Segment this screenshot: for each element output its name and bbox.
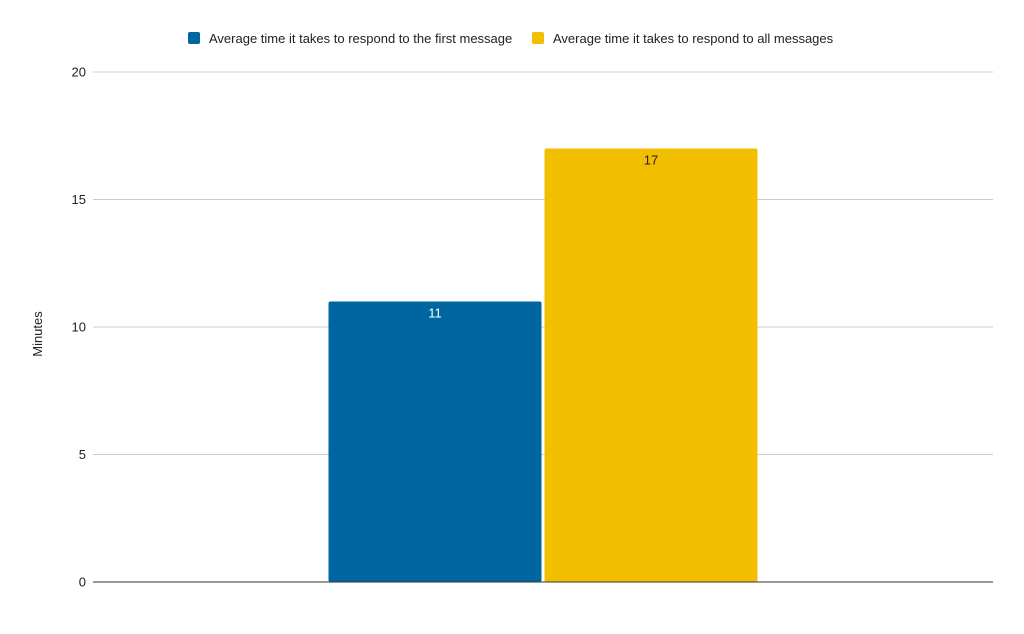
legend-swatch-first-message (188, 32, 200, 44)
legend: Average time it takes to respond to the … (188, 31, 834, 46)
y-tick-label: 10 (72, 320, 86, 335)
bars (328, 148, 758, 582)
y-tick-label: 15 (72, 192, 86, 207)
y-axis-label: Minutes (30, 311, 45, 357)
y-axis-ticks: 0 5 10 15 20 (72, 65, 86, 590)
legend-label-first-message: Average time it takes to respond to the … (209, 31, 512, 46)
y-tick-label: 20 (72, 65, 86, 80)
bar (328, 301, 542, 582)
legend-label-all-messages: Average time it takes to respond to all … (553, 31, 834, 46)
legend-swatch-all-messages (532, 32, 544, 44)
data-label: 17 (644, 153, 658, 168)
y-tick-label: 0 (79, 575, 86, 590)
bar (544, 148, 758, 582)
data-label: 11 (428, 306, 442, 321)
y-tick-label: 5 (79, 447, 86, 462)
gridlines (93, 71, 993, 455)
data-labels: 11 17 (428, 153, 658, 321)
